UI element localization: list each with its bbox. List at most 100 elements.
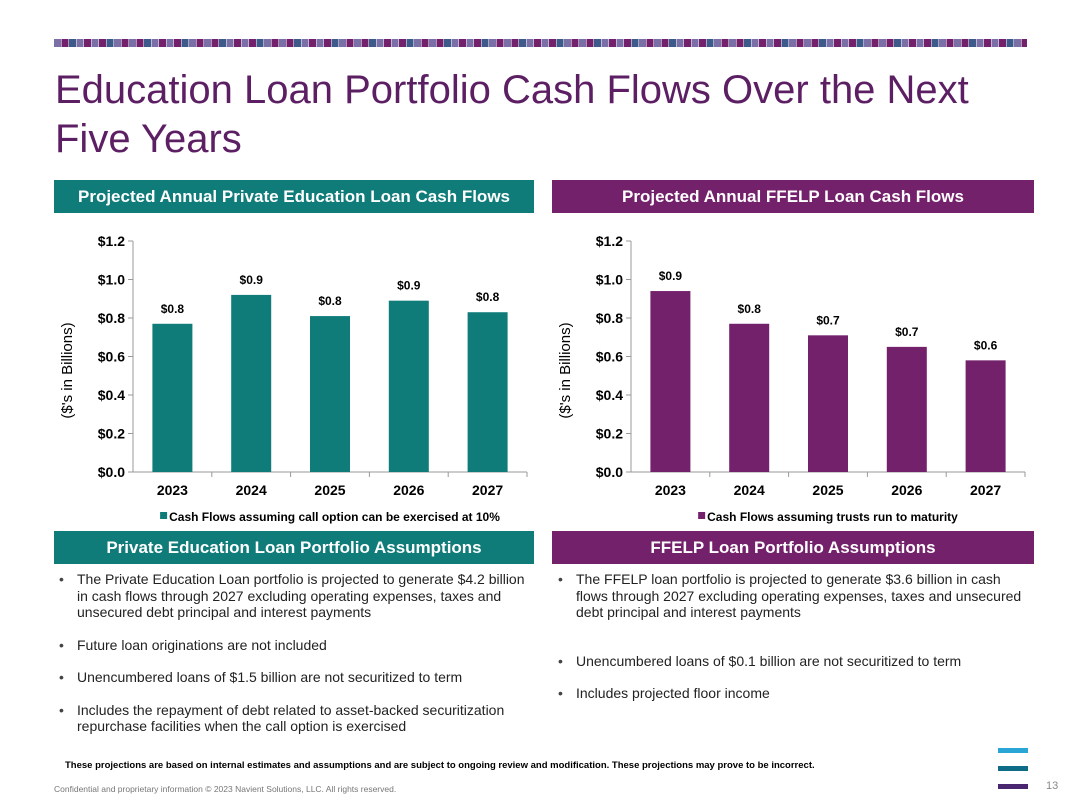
bar <box>965 360 1006 472</box>
bar <box>467 312 508 472</box>
stripe-segment <box>991 39 999 47</box>
stripe-segment <box>661 39 669 47</box>
y-tick-label: $0.0 <box>98 464 125 480</box>
stripe-segment <box>99 39 106 47</box>
chart-legend: Cash Flows assuming trusts run to maturi… <box>698 510 958 524</box>
legend-label: Cash Flows assuming trusts run to maturi… <box>707 510 958 524</box>
stripe-segment <box>241 39 249 47</box>
stripe-segment <box>781 39 789 47</box>
private-chart-header: Projected Annual Private Education Loan … <box>54 180 534 213</box>
stripe-segment <box>759 39 766 47</box>
stripe-segment <box>151 39 159 47</box>
stripe-segment <box>234 39 241 47</box>
stripe-segment <box>856 39 864 47</box>
stripe-segment <box>444 39 451 47</box>
stripe-segment <box>159 39 166 47</box>
list-item: Unencumbered loans of $1.5 billion are n… <box>54 669 534 686</box>
stripe-segment <box>436 39 444 47</box>
brand-logo-bar-3 <box>998 784 1028 789</box>
stripe-segment <box>984 39 991 47</box>
bar <box>808 335 848 472</box>
stripe-segment <box>946 39 954 47</box>
y-tick-label: $0.4 <box>596 387 623 403</box>
stripe-segment <box>646 39 654 47</box>
stripe-segment <box>331 39 339 47</box>
stripe-segment <box>504 39 511 47</box>
stripe-segment <box>826 39 834 47</box>
stripe-segment <box>744 39 751 47</box>
list-item: Unencumbered loans of $0.1 billion are n… <box>553 653 1031 670</box>
stripe-segment <box>196 39 204 47</box>
stripe-segment <box>414 39 421 47</box>
stripe-segment <box>61 39 69 47</box>
legend-label: Cash Flows assuming call option can be e… <box>169 510 500 524</box>
stripe-segment <box>654 39 661 47</box>
disclaimer: These projections are based on internal … <box>65 760 815 771</box>
stripe-segment <box>811 39 819 47</box>
stripe-segment <box>901 39 909 47</box>
stripe-segment <box>279 39 286 47</box>
stripe-segment <box>369 39 376 47</box>
brand-logo-bar-2 <box>998 766 1028 771</box>
bar-value-label: $0.9 <box>397 279 421 293</box>
list-item: Future loan originations are not include… <box>54 637 534 654</box>
stripe-segment <box>684 39 691 47</box>
y-tick-label: $1.2 <box>98 233 125 249</box>
stripe-segment <box>526 39 534 47</box>
stripe-segment <box>399 39 406 47</box>
x-tick-label: 2024 <box>236 482 267 498</box>
y-axis-title: ($'s in Billions) <box>557 322 574 418</box>
stripe-segment <box>339 39 346 47</box>
stripe-segment <box>999 39 1006 47</box>
stripe-segment <box>676 39 684 47</box>
stripe-segment <box>819 39 826 47</box>
stripe-segment <box>189 39 196 47</box>
y-tick-label: $1.2 <box>596 233 623 249</box>
x-tick-label: 2026 <box>393 482 424 498</box>
stripe-segment <box>91 39 99 47</box>
stripe-segment <box>316 39 324 47</box>
stripe-segment <box>481 39 489 47</box>
x-tick-label: 2023 <box>157 482 188 498</box>
stripe-segment <box>219 39 226 47</box>
stripe-segment <box>616 39 624 47</box>
bar-value-label: $0.9 <box>240 273 264 287</box>
list-item: Includes the repayment of debt related t… <box>54 702 534 735</box>
stripe-segment <box>1006 39 1014 47</box>
ffelp-chart-header: Projected Annual FFELP Loan Cash Flows <box>552 180 1034 213</box>
stripe-segment <box>924 39 931 47</box>
stripe-segment <box>976 39 984 47</box>
stripe-segment <box>841 39 849 47</box>
stripe-segment <box>84 39 91 47</box>
bar-value-label: $0.9 <box>659 269 683 283</box>
stripe-segment <box>144 39 151 47</box>
x-tick-label: 2025 <box>314 482 345 498</box>
stripe-segment <box>969 39 976 47</box>
stripe-segment <box>391 39 399 47</box>
stripe-segment <box>594 39 601 47</box>
stripe-segment <box>496 39 504 47</box>
stripe-segment <box>564 39 571 47</box>
stripe-segment <box>909 39 916 47</box>
chart-legend: Cash Flows assuming call option can be e… <box>160 510 500 524</box>
bar <box>152 323 193 472</box>
stripe-segment <box>834 39 841 47</box>
ffelp-loan-cash-flow-chart: $0.0 $0.2 $0.4 $0.6 $0.8 $1.0 $1.2 ($'s in Bill… <box>557 233 1026 524</box>
page-title: Education Loan Portfolio Cash Flows Over… <box>55 68 969 161</box>
private-assumptions-list: The Private Education Loan portfolio is … <box>54 571 534 735</box>
bar <box>650 291 691 472</box>
stripe-segment <box>706 39 714 47</box>
stripe-segment <box>324 39 331 47</box>
y-tick-label: $0.6 <box>596 349 623 365</box>
x-tick-label: 2025 <box>812 482 843 498</box>
stripe-segment <box>879 39 886 47</box>
stripe-segment <box>766 39 774 47</box>
stripe-segment <box>376 39 384 47</box>
footer-copyright: Confidential and proprietary information… <box>54 784 397 794</box>
stripe-segment <box>1014 39 1021 47</box>
stripe-segment <box>264 39 271 47</box>
stripe-segment <box>804 39 811 47</box>
bar <box>310 316 350 472</box>
stripe-segment <box>301 39 309 47</box>
stripe-segment <box>361 39 369 47</box>
